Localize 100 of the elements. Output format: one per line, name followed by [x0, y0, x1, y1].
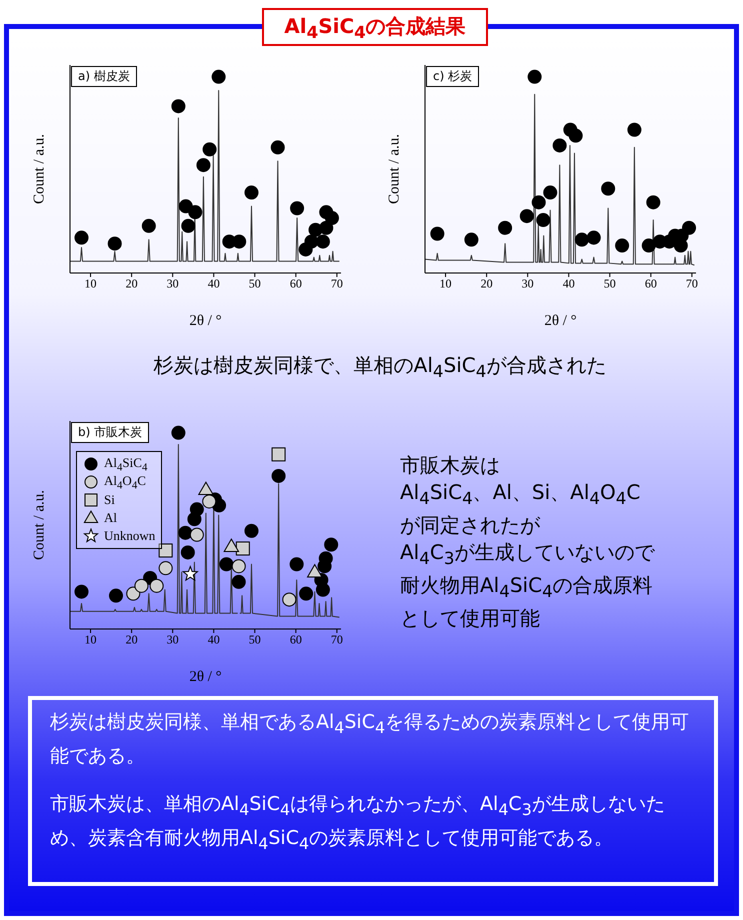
- x-axis-title: 2θ / °: [189, 313, 222, 329]
- x-tick-label: 20: [126, 632, 138, 647]
- x-tick-label: 50: [604, 276, 616, 291]
- x-tick-label: 10: [84, 276, 97, 291]
- x-tick-label: 50: [248, 632, 261, 647]
- x-tick-label: 70: [686, 276, 698, 291]
- point: [272, 447, 286, 462]
- point: [316, 234, 330, 249]
- point: [202, 142, 217, 156]
- text: 市販木炭は、単相のAl$_{4}$SiC$_{4}$は得られなかったが、Al$_{4}$C$_{3}$が生成しないため、炭素含有耐火物用Al$_{4}$SiC$_{4}$の炭素原料として使用可能である。: [50, 792, 665, 852]
- point: [171, 426, 186, 440]
- chart-title: c) 杉炭: [426, 66, 480, 87]
- point: [270, 140, 285, 154]
- point: [134, 578, 148, 593]
- point: [319, 220, 334, 235]
- text: Al$_{4}$SiC$_{4}$の合成結果: [284, 12, 466, 42]
- y-axis-title: Count / a.u.: [386, 134, 402, 204]
- chart-title: a) 樹皮炭: [71, 66, 137, 87]
- point: [299, 586, 314, 601]
- point: [74, 230, 88, 245]
- point: [181, 218, 196, 233]
- legend-label: Si: [104, 492, 115, 508]
- x-tick-label: 70: [330, 632, 343, 647]
- point: [324, 211, 339, 226]
- text: Al$_{4}$SiC$_{4}$、Al、Si、Al$_{4}$O$_{4}$C: [400, 480, 640, 508]
- point: [158, 561, 173, 576]
- text: が同定されたが: [400, 512, 542, 539]
- point: [198, 482, 214, 496]
- point: [150, 578, 164, 593]
- x-tick-label: 30: [166, 632, 179, 647]
- x-tick-label: 30: [522, 276, 534, 291]
- x-tick-label: 20: [480, 276, 493, 291]
- y-axis-title: Count / a.u.: [31, 134, 48, 204]
- point: [528, 70, 542, 84]
- point: [219, 557, 234, 572]
- point: [108, 236, 122, 251]
- x-tick-label: 40: [562, 276, 575, 291]
- point: [536, 213, 550, 228]
- point: [236, 542, 250, 556]
- y-axis-title: Count / a.u.: [31, 490, 48, 560]
- point: [464, 232, 478, 247]
- x-tick-label: 60: [644, 276, 657, 291]
- point: [232, 234, 246, 249]
- text: 杉炭は樹皮炭同様、単相であるAl$_{4}$SiC$_{4}$を得るための炭素原料として使用可能である。: [50, 711, 690, 767]
- x-axis-title: 2θ / °: [544, 313, 577, 329]
- text: 市販木炭は: [400, 452, 501, 479]
- text: として使用可能: [400, 605, 541, 632]
- point: [318, 551, 333, 566]
- point: [642, 238, 656, 253]
- point: [244, 186, 258, 200]
- text: 杉炭は樹皮炭同様で、単相のAl$_{4}$SiC$_{4}$が合成された: [152, 352, 608, 383]
- legend-label: Al$_{4}$SiC$_{4}$: [104, 454, 148, 474]
- x-tick-label: 40: [208, 632, 220, 647]
- point: [282, 592, 296, 607]
- point: [290, 557, 304, 572]
- x-tick-label: 20: [126, 276, 138, 291]
- point: [290, 201, 304, 216]
- point: [180, 545, 195, 560]
- x-tick-label: 10: [84, 632, 97, 647]
- chart-title: b) 市販木炭: [71, 422, 150, 443]
- point: [182, 566, 198, 581]
- x-tick-label: 10: [440, 276, 452, 291]
- point: [196, 158, 210, 172]
- point: [190, 502, 204, 516]
- point: [142, 218, 156, 233]
- point: [126, 586, 140, 601]
- point: [532, 195, 546, 210]
- point: [108, 588, 123, 603]
- legend-label: Al: [104, 510, 117, 526]
- point: [212, 70, 226, 84]
- point: [202, 494, 216, 508]
- point: [171, 99, 186, 114]
- point: [615, 238, 630, 253]
- x-tick-label: 40: [208, 276, 220, 291]
- point: [224, 538, 240, 552]
- x-tick-label: 60: [290, 632, 302, 647]
- point: [520, 209, 534, 224]
- point: [543, 186, 558, 200]
- x-axis-title: 2θ / °: [189, 669, 222, 685]
- point: [232, 574, 246, 589]
- point: [158, 544, 173, 558]
- point: [232, 559, 246, 574]
- point: [74, 584, 88, 599]
- point: [574, 232, 589, 247]
- x-tick-label: 60: [290, 276, 302, 291]
- x-tick-label: 50: [248, 276, 261, 291]
- point: [244, 524, 258, 538]
- point: [646, 195, 660, 210]
- point: [307, 564, 322, 578]
- text: Al$_{4}$C$_{3}$が生成していないので: [400, 539, 656, 570]
- point: [430, 226, 444, 241]
- point: [627, 122, 642, 137]
- x-tick-label: 30: [166, 276, 179, 291]
- point: [272, 468, 286, 483]
- point: [552, 138, 567, 152]
- point: [682, 220, 696, 235]
- text: 耐火物用Al$_{4}$SiC$_{4}$の合成原料: [400, 572, 654, 603]
- point: [316, 582, 330, 597]
- point: [498, 220, 512, 235]
- point: [324, 538, 338, 552]
